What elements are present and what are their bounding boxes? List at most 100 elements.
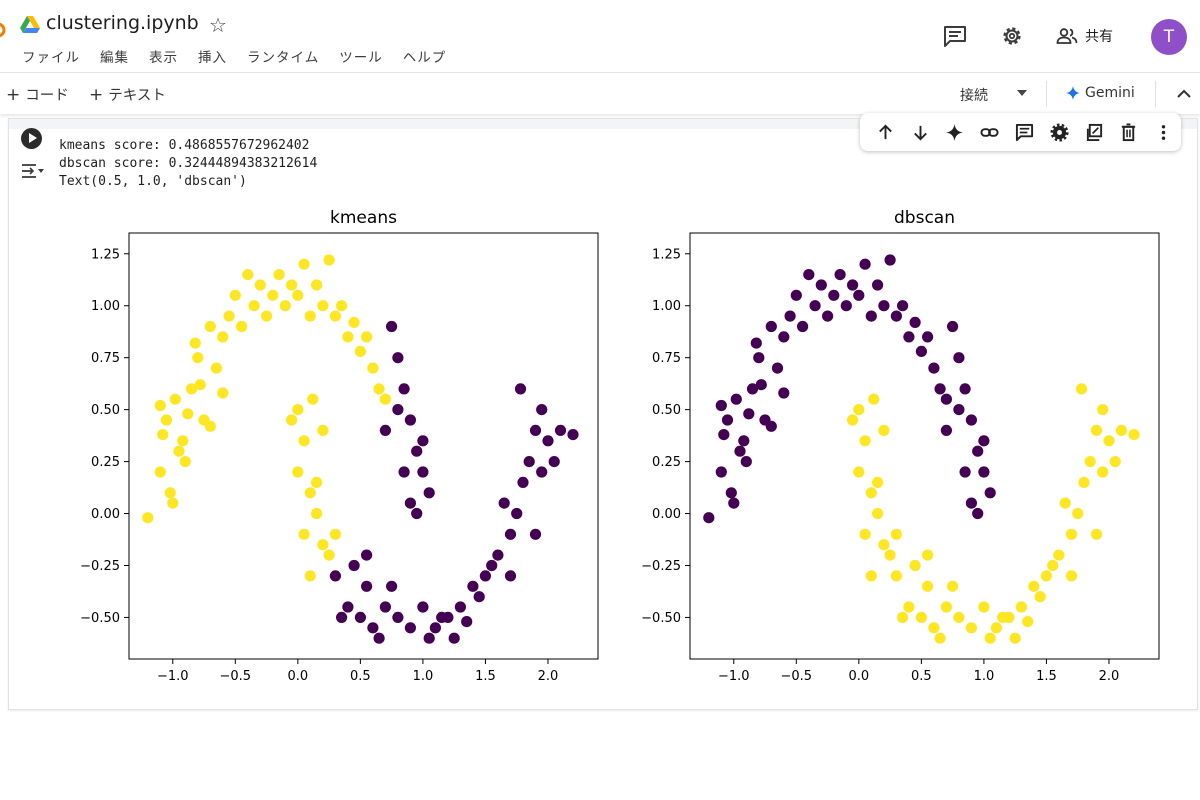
scatter-point [536,466,548,478]
scatter-point [934,632,946,644]
y-tick-label: −0.50 [80,611,120,626]
more-vert-icon[interactable] [1146,113,1181,151]
gear-icon[interactable] [1042,113,1077,151]
plot-frame [689,232,1160,660]
people-icon [1056,28,1078,44]
scatter-point [229,289,241,301]
connect-button[interactable]: 接続 [960,88,988,104]
scatter-point [498,497,510,509]
scatter-point [822,310,834,322]
scatter-point [1103,435,1115,447]
arrow-up-icon[interactable] [868,113,903,151]
scatter-point [248,300,260,312]
scatter-point [859,435,871,447]
scatter-point [411,445,423,457]
scatter-point [965,622,978,634]
menu-runtime[interactable]: ランタイム [247,50,320,66]
scatter-point [348,316,360,328]
scatter-point [1009,632,1021,644]
menu-help[interactable]: ヘルプ [402,50,447,66]
menu-view[interactable]: 表示 [149,50,178,66]
scatter-point [392,404,404,416]
menu-tools[interactable]: ツール [339,50,383,66]
scatter-point [1109,456,1121,468]
arrow-down-icon[interactable] [903,113,938,151]
scatter-point [404,414,416,426]
add-code-button[interactable]: + コード [6,84,69,105]
x-tick-label: 1.0 [974,669,995,684]
scatter-point [189,337,201,349]
output-actions-icon[interactable] [21,163,45,179]
scatter-point [965,414,978,426]
scatter-point [1047,559,1059,572]
scatter-point [167,497,179,509]
scatter-point [461,616,473,628]
chevron-up-icon[interactable] [1176,87,1192,99]
scatter-point [164,487,176,499]
scatter-point [778,387,790,399]
share-button[interactable]: 共有 [1056,26,1113,46]
scatter-point [423,632,435,644]
scatter-point [292,404,304,416]
y-tick-label: 0.50 [91,403,120,418]
comment-icon[interactable] [943,25,967,47]
scatter-point [182,408,194,420]
scatter-point [173,445,185,457]
output-line: dbscan score: 0.32444894383212614 [59,156,318,171]
scatter-point [448,632,460,644]
cell-editor-strip[interactable] [9,119,1197,129]
menu-file[interactable]: ファイル [22,50,80,66]
run-cell-button[interactable] [21,128,42,149]
scatter-point [978,466,990,478]
scatter-point [897,611,909,623]
scatter-point [959,383,971,395]
settings-gear-icon[interactable] [1000,24,1024,48]
sparkle-icon[interactable] [938,113,973,151]
scatter-point [317,539,329,551]
y-tick-label: 0.00 [91,507,120,522]
y-tick-label: 0.75 [652,351,681,366]
gemini-sparkle-icon [1066,86,1080,100]
scatter-point [261,310,273,322]
chevron-down-icon[interactable] [1017,90,1027,96]
comment-icon[interactable] [1007,113,1042,151]
x-tick-label: 1.5 [475,669,496,684]
gemini-button[interactable]: Gemini [1066,85,1135,101]
scatter-point [210,362,223,374]
menu-edit[interactable]: 編集 [100,50,129,66]
scatter-point [784,310,796,322]
avatar[interactable]: T [1151,19,1187,55]
scatter-point [1097,466,1109,478]
scatter-point [1078,476,1090,488]
scatter-point [872,476,884,488]
y-tick-label: 1.00 [91,299,120,314]
scatter-point [217,387,229,399]
scatter-point [194,379,206,391]
notebook-title[interactable]: clustering.ipynb [46,12,199,34]
scatter-point [803,269,815,281]
scatter-point [436,611,448,623]
scatter-point [379,424,391,436]
link-icon[interactable] [972,113,1007,151]
scatter-point [467,580,479,592]
scatter-point [473,591,485,603]
scatter-point [972,507,984,520]
scatter-point [1028,580,1040,592]
code-cell[interactable]: kmeans score: 0.4868557672962402 dbscan s… [8,113,1198,710]
menu-insert[interactable]: 挿入 [198,50,227,66]
colab-logo-icon[interactable] [0,22,6,38]
scatter-point [934,383,946,395]
add-text-button[interactable]: + テキスト [89,84,166,105]
scatter-point [743,408,755,420]
scatter-point [984,487,996,499]
scatter-point [771,362,784,374]
scatter-point [922,331,934,343]
chart-2: −1.0 −0.5 0.0 0.5 1.0 1.5 2.0 −0.50 −0.25 0.00 0.2… [641,208,1160,684]
trash-icon[interactable] [1111,113,1146,151]
y-tick-label: 0.25 [91,455,120,470]
scatter-point [928,622,940,634]
mirror-cell-icon[interactable] [1077,113,1112,151]
star-icon[interactable]: ☆ [209,13,227,37]
gemini-label: Gemini [1085,85,1135,101]
scatter-point [809,300,821,312]
